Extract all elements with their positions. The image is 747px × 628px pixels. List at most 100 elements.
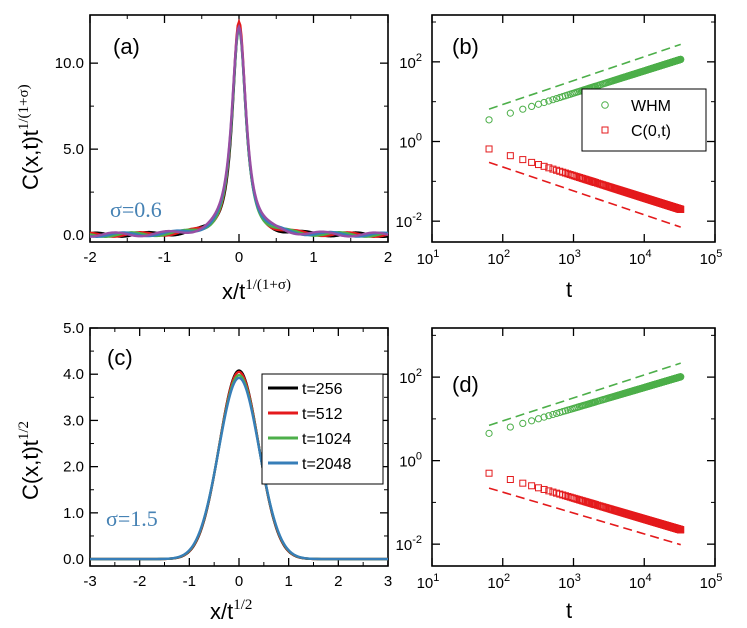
data-point: [677, 373, 685, 381]
x-tick-label-exponent: 4: [646, 248, 652, 260]
y-tick-label-base: 10: [399, 370, 416, 387]
y-tick-label-exponent: 2: [416, 52, 422, 64]
data-point: [561, 169, 569, 177]
y-tick-label-exponent: 0: [416, 132, 422, 144]
data-point: [485, 469, 493, 477]
data-point: [485, 429, 493, 437]
y-tick-label-exponent: 0: [416, 451, 422, 463]
x-axis-label: t: [566, 277, 572, 302]
legend-label-t2048: t=2048: [302, 456, 351, 473]
x-tick-label-exponent: 2: [504, 248, 510, 260]
sigma-annotation: σ=0.6: [110, 197, 162, 222]
x-tick-label-base: 10: [700, 251, 717, 268]
y-axis-label-exponent: 1/(1+σ): [16, 84, 32, 130]
legend-label-c0t: C(0,t): [631, 123, 671, 140]
x-tick-label: 105: [700, 572, 723, 592]
data-point: [519, 479, 527, 487]
legend-marker-whm: [601, 101, 609, 109]
y-tick-label: 10-2: [396, 534, 422, 554]
data-point: [592, 501, 600, 509]
x-tick-label-base: 10: [487, 575, 504, 592]
data-point: [570, 172, 578, 180]
data-point: [545, 487, 553, 495]
y-tick-label: 10.0: [55, 55, 84, 72]
mark-group: [485, 43, 685, 228]
guide-line-0: [488, 362, 681, 427]
mark-group: [485, 362, 685, 546]
x-tick-label-exponent: 2: [504, 572, 510, 584]
y-tick-label-base: 10: [399, 55, 416, 72]
data-point: [592, 179, 600, 187]
legend-box: [261, 373, 384, 485]
x-tick-label: 101: [417, 248, 440, 268]
x-tick-label: 2: [384, 249, 392, 266]
panel-label: (d): [452, 372, 479, 397]
legend-label-whm: WHM: [631, 98, 671, 115]
data-point: [485, 145, 493, 153]
data-point: [545, 97, 553, 105]
legend-label-t256: t=256: [302, 381, 343, 398]
y-tick-label-exponent: -2: [412, 211, 422, 223]
y-tick-label: 102: [399, 52, 422, 72]
x-axis-label-exponent: 1/(1+σ): [245, 277, 291, 293]
data-point: [528, 158, 536, 166]
data-point: [549, 165, 557, 173]
panel-a: -2 -1 0 1 20.05.010.0 (a) σ=0.6 x/t1/(1+σ) C…: [16, 14, 392, 304]
x-tick-label: 102: [487, 248, 510, 268]
data-point: [540, 98, 548, 107]
x-tick-label: 3: [384, 573, 392, 590]
x-tick-label: 2: [334, 573, 342, 590]
x-tick-label: 104: [629, 572, 652, 592]
y-axis-label-base: C(x,t)t: [18, 130, 43, 190]
x-tick-label: 1: [309, 249, 317, 266]
y-axis-label: C(x,t)t1/2: [16, 421, 43, 500]
y-tick-label: 4.0: [63, 366, 84, 383]
x-tick-label: 105: [700, 248, 723, 268]
x-tick-label: 103: [558, 248, 581, 268]
curve-group: [90, 369, 388, 561]
tick-group: -2 -1 0 1 2 0.0 5.0 10.0: [55, 15, 392, 266]
data-point: [528, 417, 536, 425]
data-point: [561, 492, 569, 500]
data-point: [534, 161, 542, 169]
data-point: [519, 419, 527, 427]
x-tick-label-base: 10: [629, 251, 646, 268]
y-axis-label-exponent: 1/2: [16, 421, 32, 440]
data-point: [545, 412, 553, 420]
data-point: [677, 205, 685, 213]
panel-label: (c): [107, 345, 133, 370]
legend-box: [581, 88, 707, 152]
y-tick-label-base: 10: [396, 537, 413, 554]
data-point: [485, 116, 493, 124]
x-tick-label: 104: [629, 248, 652, 268]
panel-c: -3 -2 -1 0 1 2 3 0.0 1.0 2.0 3.0 4.0 5.0 (c) σ=1.5 x…: [16, 320, 392, 624]
panel-label: (a): [113, 34, 140, 59]
x-tick-label-base: 10: [629, 575, 646, 592]
y-axis-label-base: C(x,t)t: [18, 440, 43, 500]
y-tick-label-base: 10: [399, 135, 416, 152]
x-tick-label: 0: [235, 573, 243, 590]
x-tick-label-exponent: 5: [716, 248, 722, 260]
x-axis-label-base: x/t: [210, 599, 233, 624]
y-tick-label: 5.0: [63, 141, 84, 158]
data-point: [506, 152, 514, 160]
x-tick-label: 0: [235, 249, 243, 266]
legend-marker-c0t: [601, 126, 609, 134]
x-tick-label: -1: [158, 249, 171, 266]
y-tick-label: 1.0: [63, 505, 84, 522]
x-axis-label-base: x/t: [222, 279, 245, 304]
x-tick-label-base: 10: [558, 575, 575, 592]
x-axis-label-exponent: 1/2: [233, 597, 252, 613]
y-tick-label-base: 10: [399, 454, 416, 471]
x-tick-label-exponent: 1: [433, 248, 439, 260]
legend-label-t1024: t=1024: [302, 431, 351, 448]
x-tick-label-exponent: 4: [646, 572, 652, 584]
data-point: [506, 423, 514, 431]
x-axis-label: x/t1/2: [210, 597, 252, 624]
x-tick-label-base: 10: [417, 575, 434, 592]
x-tick-label-exponent: 5: [716, 572, 722, 584]
x-tick-label: -2: [133, 573, 146, 590]
